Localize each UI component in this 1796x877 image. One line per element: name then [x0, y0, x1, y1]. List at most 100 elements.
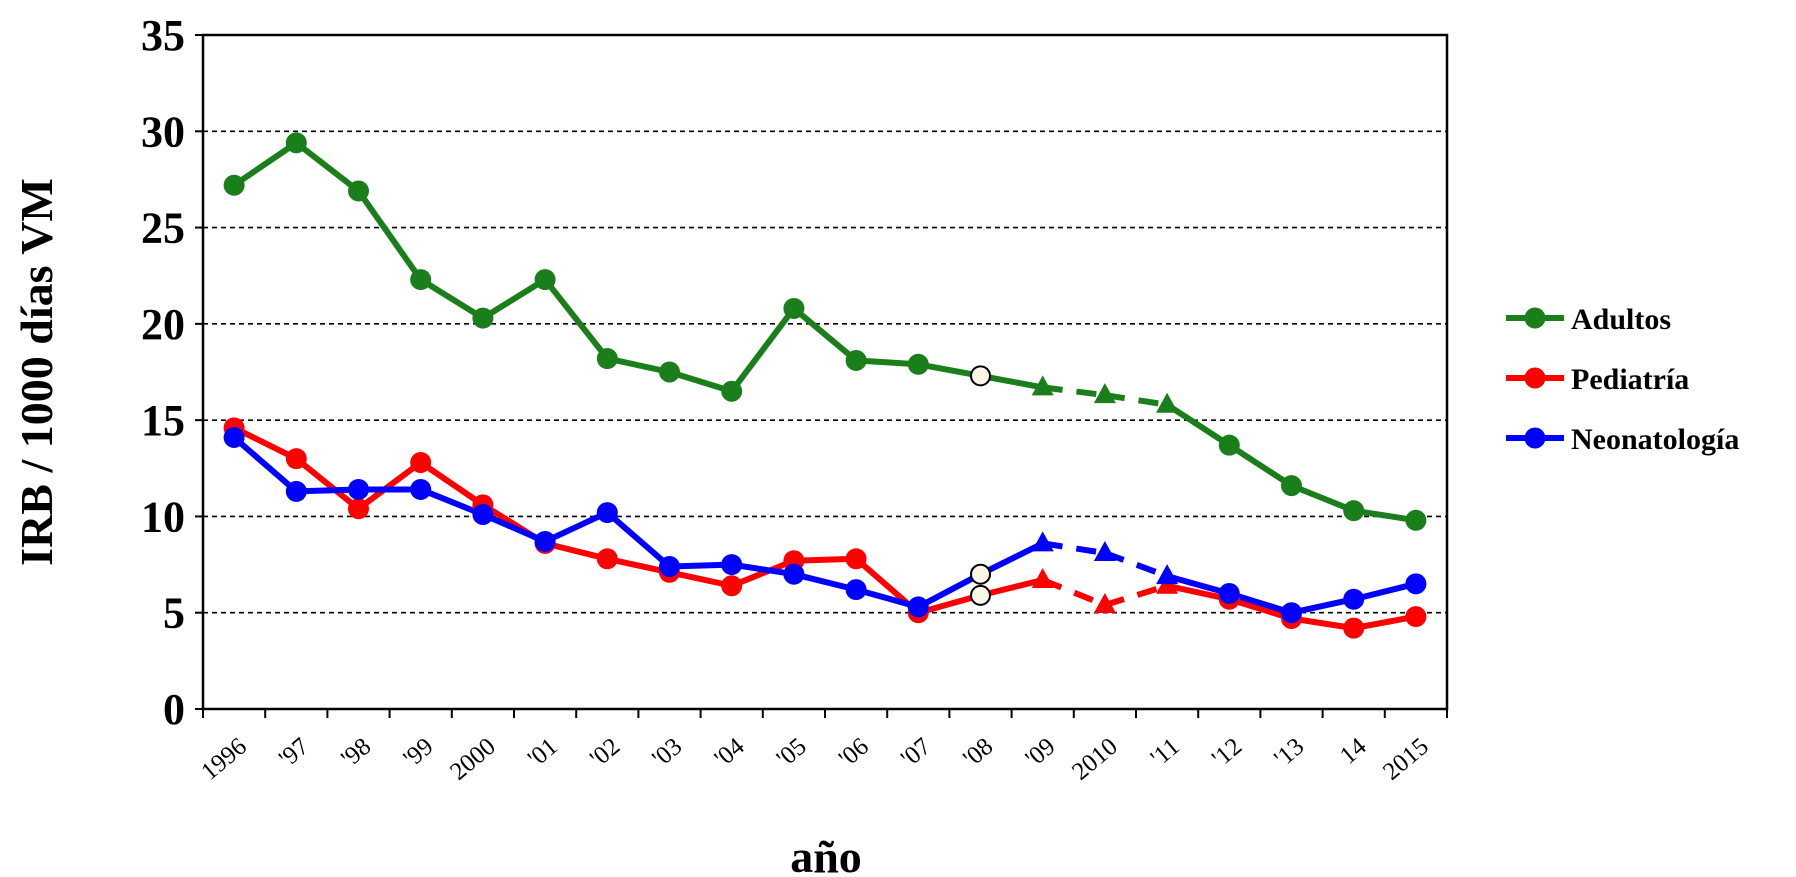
legend-swatch-marker [1524, 367, 1546, 389]
series-segment [231, 434, 300, 495]
series-segment [417, 276, 486, 322]
x-tick-label: '12 [1207, 733, 1247, 773]
series-segment [977, 372, 1046, 391]
series-segment [1042, 540, 1106, 556]
series-segment [293, 455, 362, 512]
data-point [285, 448, 307, 470]
y-tick-label: 25 [141, 204, 185, 253]
gridlines [203, 130, 1447, 614]
data-point [410, 478, 432, 500]
data-point [348, 180, 369, 202]
series-segment [853, 586, 922, 610]
series-segment [231, 424, 300, 462]
x-tick-label: '97 [274, 733, 314, 773]
series-segment [1288, 482, 1357, 514]
x-axis-title: año [790, 831, 862, 877]
x-tick-label: '01 [523, 733, 563, 773]
x-tick-label: '05 [772, 733, 812, 773]
data-point [534, 269, 556, 291]
series-segment [604, 355, 673, 375]
y-tick-label: 20 [141, 300, 185, 349]
x-tick-label: 2000 [445, 733, 501, 786]
data-point [1218, 582, 1240, 604]
series-segment [1104, 582, 1168, 608]
data-point [659, 361, 680, 383]
y-tick-label: 15 [141, 396, 185, 445]
data-point [348, 498, 369, 520]
x-tick-label: '99 [399, 733, 439, 773]
y-tick-label: 35 [141, 11, 185, 60]
y-tick-label: 10 [141, 492, 185, 541]
data-point [472, 307, 494, 329]
data-point [285, 480, 307, 502]
series-layer [231, 139, 1419, 632]
series-segment [355, 459, 424, 512]
x-tick-label: '11 [1146, 733, 1185, 772]
data-point [907, 353, 929, 375]
data-point [285, 132, 307, 154]
data-point-triangle [1093, 593, 1116, 614]
x-tick-label: '02 [585, 733, 625, 773]
markers-layer [223, 132, 1427, 639]
data-point [721, 575, 743, 597]
series-segment [1226, 590, 1295, 616]
series-segment [417, 459, 486, 508]
data-point [1218, 434, 1240, 456]
series-segment [1226, 442, 1295, 489]
data-point [845, 579, 867, 601]
data-point [223, 174, 245, 196]
data-point-triangle [1031, 375, 1054, 396]
x-tick-label: '04 [710, 733, 750, 773]
series-segment [479, 511, 549, 545]
series-segment [1288, 596, 1357, 616]
series-segment [728, 305, 797, 395]
legend-label: Pediatría [1571, 363, 1689, 396]
series-segment [915, 571, 984, 610]
data-point-triangle [1156, 392, 1179, 413]
data-point [783, 563, 805, 585]
data-point [596, 502, 618, 524]
data-point [721, 554, 743, 576]
series-segment [666, 369, 735, 395]
legend-swatch-marker [1524, 427, 1546, 449]
series-segment [915, 361, 984, 379]
series-segment [977, 576, 1046, 599]
data-point [534, 530, 556, 552]
data-point [1343, 617, 1365, 639]
series-segment [604, 509, 673, 570]
y-axis-ticks: 0 5 10 15 20 25 30 35 [141, 11, 203, 734]
series-segment [790, 305, 860, 364]
legend: Adultos Pediatría Neonatología [1506, 303, 1739, 456]
x-tick-label: 1996 [196, 733, 252, 786]
data-point-open [970, 365, 991, 387]
series-segment [1164, 582, 1233, 603]
data-point [348, 478, 369, 500]
data-point [410, 452, 432, 474]
series-segment [728, 557, 797, 589]
series-segment [1164, 573, 1233, 597]
data-point [596, 348, 618, 370]
y-tick-label: 30 [141, 107, 185, 156]
x-tick-label: 2015 [1378, 733, 1434, 786]
legend-swatch-marker [1524, 307, 1546, 329]
data-point [783, 297, 805, 319]
x-tick-label: '08 [958, 733, 998, 773]
legend-label: Neonatología [1571, 423, 1739, 456]
data-point [1405, 509, 1427, 531]
y-axis-title: IRB / 1000 días VM [11, 178, 62, 566]
data-point-triangle [1093, 383, 1116, 404]
y-tick-label: 0 [163, 685, 185, 734]
series-segment [542, 276, 611, 362]
data-point-triangle [1031, 531, 1054, 552]
x-tick-label: '98 [336, 733, 376, 773]
series-segment [231, 139, 300, 189]
x-tick-label: '03 [647, 733, 687, 773]
data-point [472, 504, 494, 526]
series-segment [790, 571, 860, 593]
data-point-triangle [1093, 541, 1116, 562]
series-segment [542, 540, 611, 562]
data-point [721, 380, 743, 402]
series-segment [1042, 384, 1106, 399]
series-segment [604, 555, 673, 576]
